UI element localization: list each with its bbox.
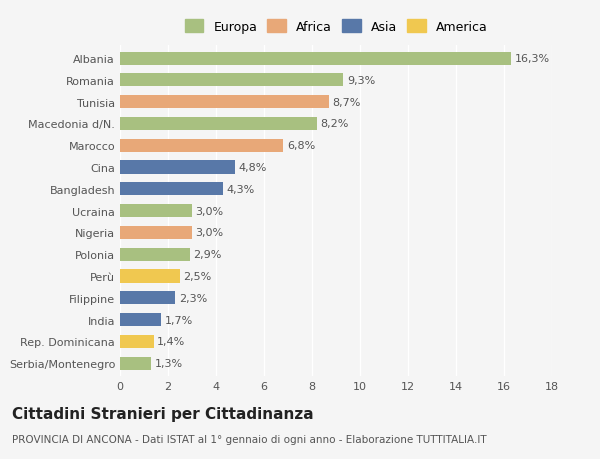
Text: 2,9%: 2,9%: [193, 250, 221, 260]
Text: 4,3%: 4,3%: [227, 185, 255, 195]
Text: 1,3%: 1,3%: [155, 358, 183, 368]
Text: 9,3%: 9,3%: [347, 76, 375, 86]
Bar: [120, 161, 235, 174]
Text: 8,2%: 8,2%: [320, 119, 349, 129]
Text: 1,4%: 1,4%: [157, 336, 185, 347]
Text: 3,0%: 3,0%: [196, 228, 224, 238]
Bar: [120, 270, 180, 283]
Text: 4,8%: 4,8%: [239, 162, 267, 173]
Bar: [120, 74, 343, 87]
Bar: [120, 226, 192, 240]
Bar: [120, 313, 161, 326]
Bar: [120, 118, 317, 131]
Bar: [120, 96, 329, 109]
Text: 2,3%: 2,3%: [179, 293, 207, 303]
Text: Cittadini Stranieri per Cittadinanza: Cittadini Stranieri per Cittadinanza: [12, 406, 314, 421]
Bar: [120, 52, 511, 66]
Text: 8,7%: 8,7%: [332, 97, 361, 107]
Text: 6,8%: 6,8%: [287, 141, 315, 151]
Bar: [120, 335, 154, 348]
Bar: [120, 357, 151, 370]
Legend: Europa, Africa, Asia, America: Europa, Africa, Asia, America: [182, 18, 490, 36]
Bar: [120, 205, 192, 218]
Text: PROVINCIA DI ANCONA - Dati ISTAT al 1° gennaio di ogni anno - Elaborazione TUTTI: PROVINCIA DI ANCONA - Dati ISTAT al 1° g…: [12, 434, 487, 444]
Text: 3,0%: 3,0%: [196, 206, 224, 216]
Bar: [120, 183, 223, 196]
Bar: [120, 291, 175, 305]
Text: 1,7%: 1,7%: [164, 315, 193, 325]
Text: 2,5%: 2,5%: [184, 271, 212, 281]
Text: 16,3%: 16,3%: [515, 54, 550, 64]
Bar: [120, 248, 190, 261]
Bar: [120, 140, 283, 152]
